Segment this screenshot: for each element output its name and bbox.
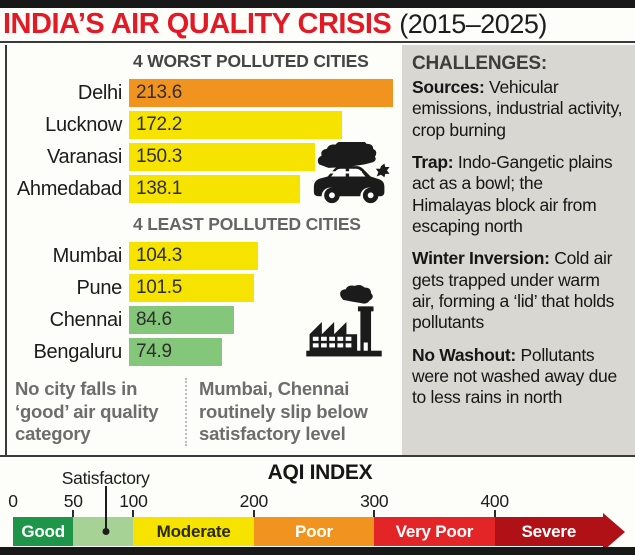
aqi-pointer-label: Satisfactory bbox=[61, 468, 150, 488]
bar-track: 138.1 bbox=[129, 175, 393, 203]
footnotes: No city falls in ‘good’ air quality cate… bbox=[15, 378, 397, 446]
challenge-item: Trap: Indo-Gangetic plains act as a bowl… bbox=[412, 152, 613, 237]
city-label: Delhi bbox=[77, 81, 122, 104]
main-area: 4 WORST POLLUTED CITIES Delhi 213.6 Lucknow… bbox=[0, 45, 635, 455]
bar-group: 4 LEAST POLLUTED CITIES Mumbai 104.3 Pune 10… bbox=[11, 214, 397, 368]
bar-row: Chennai 84.6 bbox=[11, 304, 397, 336]
bar-row: Lucknow 172.2 bbox=[11, 109, 397, 141]
aqi-tick-label: 200 bbox=[239, 491, 269, 511]
aqi-tick-label: 300 bbox=[360, 491, 389, 511]
bar-row: Ahmedabad 138.1 bbox=[11, 173, 397, 205]
city-label: Pune bbox=[76, 276, 122, 299]
challenge-item: Winter Inversion: Cold air gets trapped … bbox=[412, 248, 615, 333]
bar-row: Varanasi 150.3 bbox=[11, 141, 397, 173]
city-label: Varanasi bbox=[46, 145, 122, 168]
bar-track: 150.3 bbox=[129, 143, 393, 171]
bar-track: 213.6 bbox=[129, 79, 393, 107]
challenges-header: CHALLENGES: bbox=[412, 53, 548, 74]
aqi-segment-bar: Good Moderate Poor Very Poor Severe bbox=[13, 517, 603, 546]
challenges-panel: CHALLENGES: Sources: Vehicular emissions… bbox=[402, 45, 635, 455]
aqi-value-label: 84.6 bbox=[136, 309, 172, 330]
bar-row: Bengaluru 74.9 bbox=[11, 336, 397, 368]
aqi-value-label: 74.9 bbox=[136, 341, 172, 362]
bar-track: 84.6 bbox=[129, 306, 393, 334]
challenge-lead: No Washout: bbox=[412, 344, 516, 365]
aqi-value-bar: 150.3 bbox=[129, 143, 315, 171]
bar-row: Mumbai 104.3 bbox=[11, 240, 397, 272]
aqi-segment-poor: Poor bbox=[253, 517, 375, 546]
aqi-segment-severe: Severe bbox=[494, 517, 603, 546]
challenge-item: Sources: Vehicular emissions, industrial… bbox=[412, 77, 623, 140]
aqi-value-label: 101.5 bbox=[136, 277, 183, 298]
aqi-scale: Good Moderate Poor Very Poor Severe 0 50 100 200… bbox=[8, 468, 627, 547]
aqi-index-section: AQI INDEX Good Moderate Poor Very Poor Sever… bbox=[0, 455, 635, 547]
footnote-satisfactory-level: Mumbai, Chennai routinely slip below sat… bbox=[185, 378, 391, 446]
city-label: Lucknow bbox=[45, 113, 122, 136]
title-period: (2015–2025) bbox=[399, 9, 547, 39]
group-header: 4 LEAST POLLUTED CITIES bbox=[133, 214, 361, 234]
bar-row: Pune 101.5 bbox=[11, 272, 397, 304]
aqi-pointer-line bbox=[104, 486, 107, 530]
pollution-bar-chart-panel: 4 WORST POLLUTED CITIES Delhi 213.6 Lucknow… bbox=[5, 45, 399, 455]
aqi-value-label: 138.1 bbox=[136, 178, 183, 199]
city-label: Ahmedabad bbox=[16, 177, 122, 200]
aqi-value-label: 104.3 bbox=[136, 245, 183, 266]
aqi-value-bar: 213.6 bbox=[129, 79, 393, 107]
aqi-value-label: 213.6 bbox=[136, 82, 183, 103]
bottom-border-strip bbox=[0, 547, 635, 555]
aqi-segment-very-poor: Very Poor bbox=[374, 517, 495, 546]
aqi-value-bar: 84.6 bbox=[129, 306, 234, 334]
aqi-tick-mark bbox=[493, 510, 496, 517]
title-band: INDIA’S AIR QUALITY CRISIS (2015–2025) bbox=[0, 8, 635, 43]
car-smoke-icon bbox=[313, 142, 390, 204]
aqi-tick-label: 100 bbox=[119, 491, 148, 511]
aqi-pointer-dot bbox=[102, 528, 110, 535]
aqi-value-bar: 74.9 bbox=[129, 338, 222, 366]
aqi-tick-mark bbox=[252, 510, 255, 517]
challenge-lead: Winter Inversion: bbox=[412, 248, 550, 269]
bar-track: 104.3 bbox=[129, 242, 393, 270]
challenges-list: Sources: Vehicular emissions, industrial… bbox=[412, 77, 625, 409]
page-title: INDIA’S AIR QUALITY CRISIS bbox=[3, 8, 392, 40]
group-header: 4 WORST POLLUTED CITIES bbox=[133, 51, 369, 71]
aqi-tick-mark bbox=[373, 510, 376, 517]
challenge-item: No Washout: Pollutants were not washed a… bbox=[412, 344, 617, 408]
bar-track: 74.9 bbox=[129, 338, 393, 366]
aqi-value-label: 150.3 bbox=[136, 146, 183, 167]
bar-track: 172.2 bbox=[129, 111, 393, 139]
challenge-lead: Sources: bbox=[412, 77, 485, 97]
aqi-index-title: AQI INDEX bbox=[267, 461, 373, 484]
aqi-tick-label: 0 bbox=[8, 491, 18, 511]
factory-smoke-icon bbox=[306, 284, 382, 357]
aqi-tick-label: 50 bbox=[63, 491, 83, 511]
bar-track: 101.5 bbox=[129, 274, 393, 302]
aqi-segment-moderate: Moderate bbox=[133, 517, 254, 546]
aqi-tick-label: 400 bbox=[480, 491, 509, 511]
aqi-segment-good: Good bbox=[13, 517, 74, 546]
aqi-value-bar: 104.3 bbox=[129, 242, 258, 270]
aqi-tick-mark bbox=[132, 510, 135, 517]
challenge-lead: Trap: bbox=[412, 152, 454, 173]
aqi-value-label: 172.2 bbox=[136, 114, 183, 135]
bar-row: Delhi 213.6 bbox=[11, 77, 397, 109]
city-bar-groups: 4 WORST POLLUTED CITIES Delhi 213.6 Lucknow… bbox=[11, 51, 397, 368]
aqi-value-bar: 172.2 bbox=[129, 111, 342, 139]
city-label: Mumbai bbox=[52, 244, 123, 267]
top-border-strip bbox=[0, 0, 635, 8]
bar-group: 4 WORST POLLUTED CITIES Delhi 213.6 Lucknow… bbox=[11, 51, 397, 205]
aqi-value-bar: 138.1 bbox=[129, 175, 300, 203]
city-label: Bengaluru bbox=[33, 340, 123, 363]
aqi-tick-mark bbox=[72, 510, 75, 517]
aqi-value-bar: 101.5 bbox=[129, 274, 255, 302]
footnote-good-category: No city falls in ‘good’ air quality cate… bbox=[15, 378, 159, 445]
city-label: Chennai bbox=[49, 308, 123, 331]
